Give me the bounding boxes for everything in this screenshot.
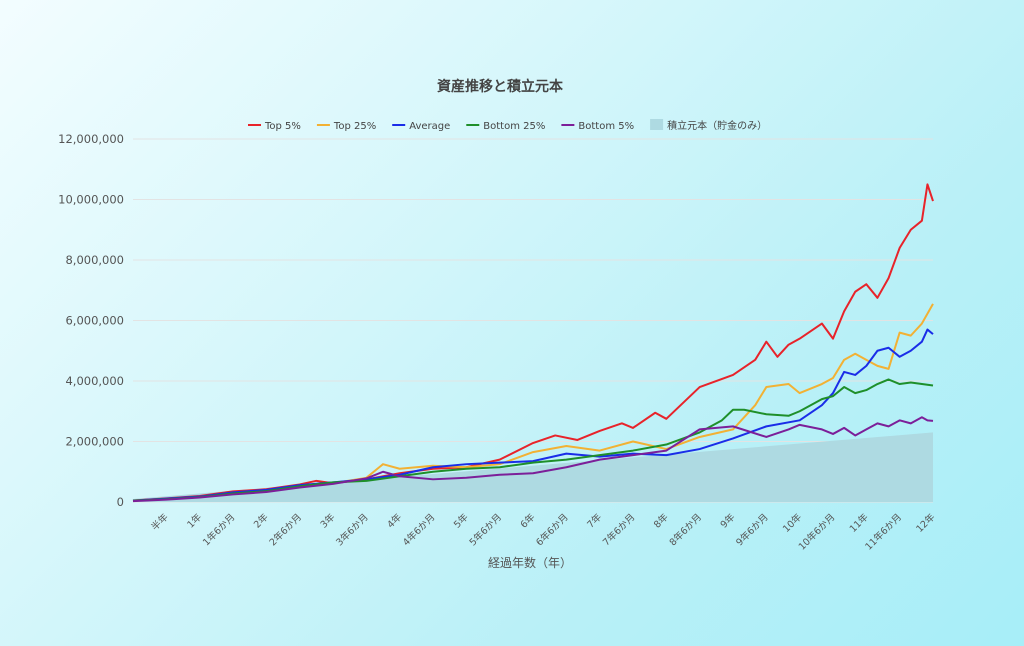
chart-title: 資産推移と積立元本 (437, 78, 564, 95)
x-tick-label: 10年6か月 (796, 511, 837, 552)
y-axis: 0 2,000,000 4,000,000 6,000,000 8,000,000 10,… (58, 132, 124, 509)
x-tick-label: 6年 (518, 511, 538, 531)
x-tick-label: 11年 (847, 511, 871, 535)
x-axis-label: 経過年数（年） (488, 555, 572, 570)
x-tick-label: 8年 (651, 511, 671, 531)
x-tick-label: 10年 (780, 511, 804, 535)
series-line-3 (132, 378, 934, 502)
y-tick-label: 10,000,000 (58, 193, 124, 207)
x-tick-label: 1年6か月 (200, 511, 237, 548)
x-tick-label: 半年 (149, 511, 171, 533)
x-tick-label: 4年 (385, 511, 405, 531)
legend-item[interactable]: Top 25% (316, 121, 376, 132)
x-tick-label: 7年 (585, 511, 605, 531)
x-tick-label: 5年6か月 (467, 511, 504, 548)
x-tick-label: 9年6か月 (734, 511, 771, 548)
x-tick-label: 1年 (185, 511, 205, 531)
x-tick-label: 4年6か月 (400, 511, 437, 548)
y-tick-label: 4,000,000 (65, 374, 124, 388)
x-tick-label: 8年6か月 (667, 511, 704, 548)
x-tick-label: 12年 (914, 511, 938, 535)
lines-layer (132, 183, 934, 503)
x-tick-label: 3年6か月 (334, 511, 371, 548)
legend-swatch (650, 119, 664, 130)
x-tick-label: 7年6か月 (600, 511, 637, 548)
x-tick-label: 11年6か月 (863, 511, 904, 552)
legend-label: Top 5% (264, 121, 301, 132)
x-tick-label: 9年 (718, 511, 738, 531)
x-tick-label: 6年6か月 (534, 511, 571, 548)
y-tick-label: 8,000,000 (65, 253, 124, 267)
series-line-4 (132, 416, 934, 503)
x-tick-label: 2年6か月 (267, 511, 304, 548)
x-tick-label: 3年 (318, 511, 338, 531)
legend-item[interactable]: Average (392, 121, 450, 132)
y-tick-label: 6,000,000 (65, 314, 124, 328)
x-tick-label: 5年 (451, 511, 471, 531)
legend-item[interactable]: Bottom 5% (561, 121, 634, 132)
legend-item[interactable]: Bottom 25% (466, 121, 545, 132)
legend-item[interactable]: Top 5% (248, 121, 301, 132)
legend-item[interactable]: 積立元本（貯金のみ） (650, 119, 767, 132)
legend-label: Bottom 5% (578, 121, 634, 132)
legend-label: Average (409, 121, 450, 132)
y-tick-label: 2,000,000 (65, 435, 124, 449)
legend: Top 5% Top 25% Average Bottom 25% Bottom 5% 積… (248, 119, 767, 132)
legend-label: Top 25% (333, 121, 376, 132)
x-tick-label: 2年 (251, 511, 271, 531)
y-tick-label: 0 (117, 495, 124, 509)
legend-label: 積立元本（貯金のみ） (667, 119, 767, 132)
legend-label: Bottom 25% (483, 121, 545, 132)
y-tick-label: 12,000,000 (58, 132, 124, 146)
